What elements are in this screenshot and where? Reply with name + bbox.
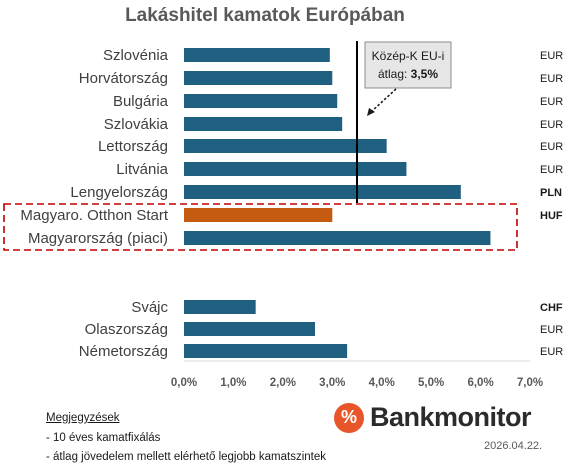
average-callout-arrowhead <box>367 108 375 116</box>
bar <box>184 322 315 336</box>
category-label: Magyaro. Otthon Start <box>20 207 168 224</box>
category-label: Németország <box>79 343 168 360</box>
currency-label: EUR <box>540 164 563 176</box>
category-label: Olaszország <box>85 321 168 338</box>
x-tick-label: 2,0% <box>270 377 296 389</box>
note-item: - 10 éves kamatfixálás <box>46 432 161 444</box>
x-axis-ticks: 0,0% 1,0% 2,0% 3,0% 4,0% 5,0% 6,0% 7,0% <box>171 377 543 389</box>
x-tick-label: 0,0% <box>171 377 197 389</box>
currency-label: EUR <box>540 324 563 336</box>
notes-title: Megjegyzések <box>46 412 120 424</box>
bar <box>184 71 333 85</box>
category-label: Bulgária <box>113 93 169 110</box>
x-tick-label: 7,0% <box>517 377 543 389</box>
x-tick-label: 3,0% <box>319 377 345 389</box>
bar <box>184 208 333 222</box>
category-label: Szlovákia <box>104 116 169 133</box>
bar <box>184 162 407 176</box>
bar <box>184 139 387 153</box>
category-label: Szlovénia <box>103 47 169 64</box>
average-callout-pointer <box>370 88 397 113</box>
bars-group: Szlovénia EUR Horvátország EUR Bulgária EUR Sz… <box>20 47 563 360</box>
brand-name: Bankmonitor <box>370 402 532 432</box>
bar <box>184 231 491 245</box>
category-label: Lettország <box>98 138 168 155</box>
bar <box>184 117 343 131</box>
bar <box>184 94 338 108</box>
category-label: Svájc <box>131 299 168 316</box>
currency-label: CHF <box>540 302 563 314</box>
currency-label: PLN <box>540 187 562 199</box>
currency-label: EUR <box>540 346 563 358</box>
x-tick-label: 6,0% <box>467 377 493 389</box>
x-tick-label: 4,0% <box>369 377 395 389</box>
bar <box>184 344 348 358</box>
category-label: Magyarország (piaci) <box>28 230 168 247</box>
average-callout-line2: átlag: 3,5% <box>378 67 438 81</box>
currency-label: EUR <box>540 50 563 62</box>
category-label: Horvátország <box>79 70 168 87</box>
note-item: - átlag jövedelem mellett elérhető legjo… <box>46 451 326 463</box>
date-label: 2026.04.22. <box>484 440 543 452</box>
x-tick-label: 1,0% <box>220 377 246 389</box>
bar <box>184 185 461 199</box>
currency-label: EUR <box>540 73 563 85</box>
currency-label: HUF <box>540 210 563 222</box>
bar <box>184 48 330 62</box>
category-label: Lengyelország <box>70 184 168 201</box>
chart-area: Lakáshitel kamatok Európában Szlovénia EU… <box>3 5 563 389</box>
percent-icon: % <box>334 402 364 433</box>
average-callout-box <box>364 41 452 89</box>
currency-label: EUR <box>540 96 563 108</box>
currency-label: EUR <box>540 119 563 131</box>
hungary-highlight-box <box>3 203 518 251</box>
x-tick-label: 5,0% <box>418 377 444 389</box>
bar <box>184 300 256 314</box>
chart-title: Lakáshitel kamatok Európában <box>125 5 405 26</box>
category-label: Litvánia <box>116 161 168 178</box>
bankmonitor-logo: % Bankmonitor <box>334 402 532 433</box>
currency-label: EUR <box>540 141 563 153</box>
average-callout-line1: Közép-K EU-i <box>372 49 445 63</box>
